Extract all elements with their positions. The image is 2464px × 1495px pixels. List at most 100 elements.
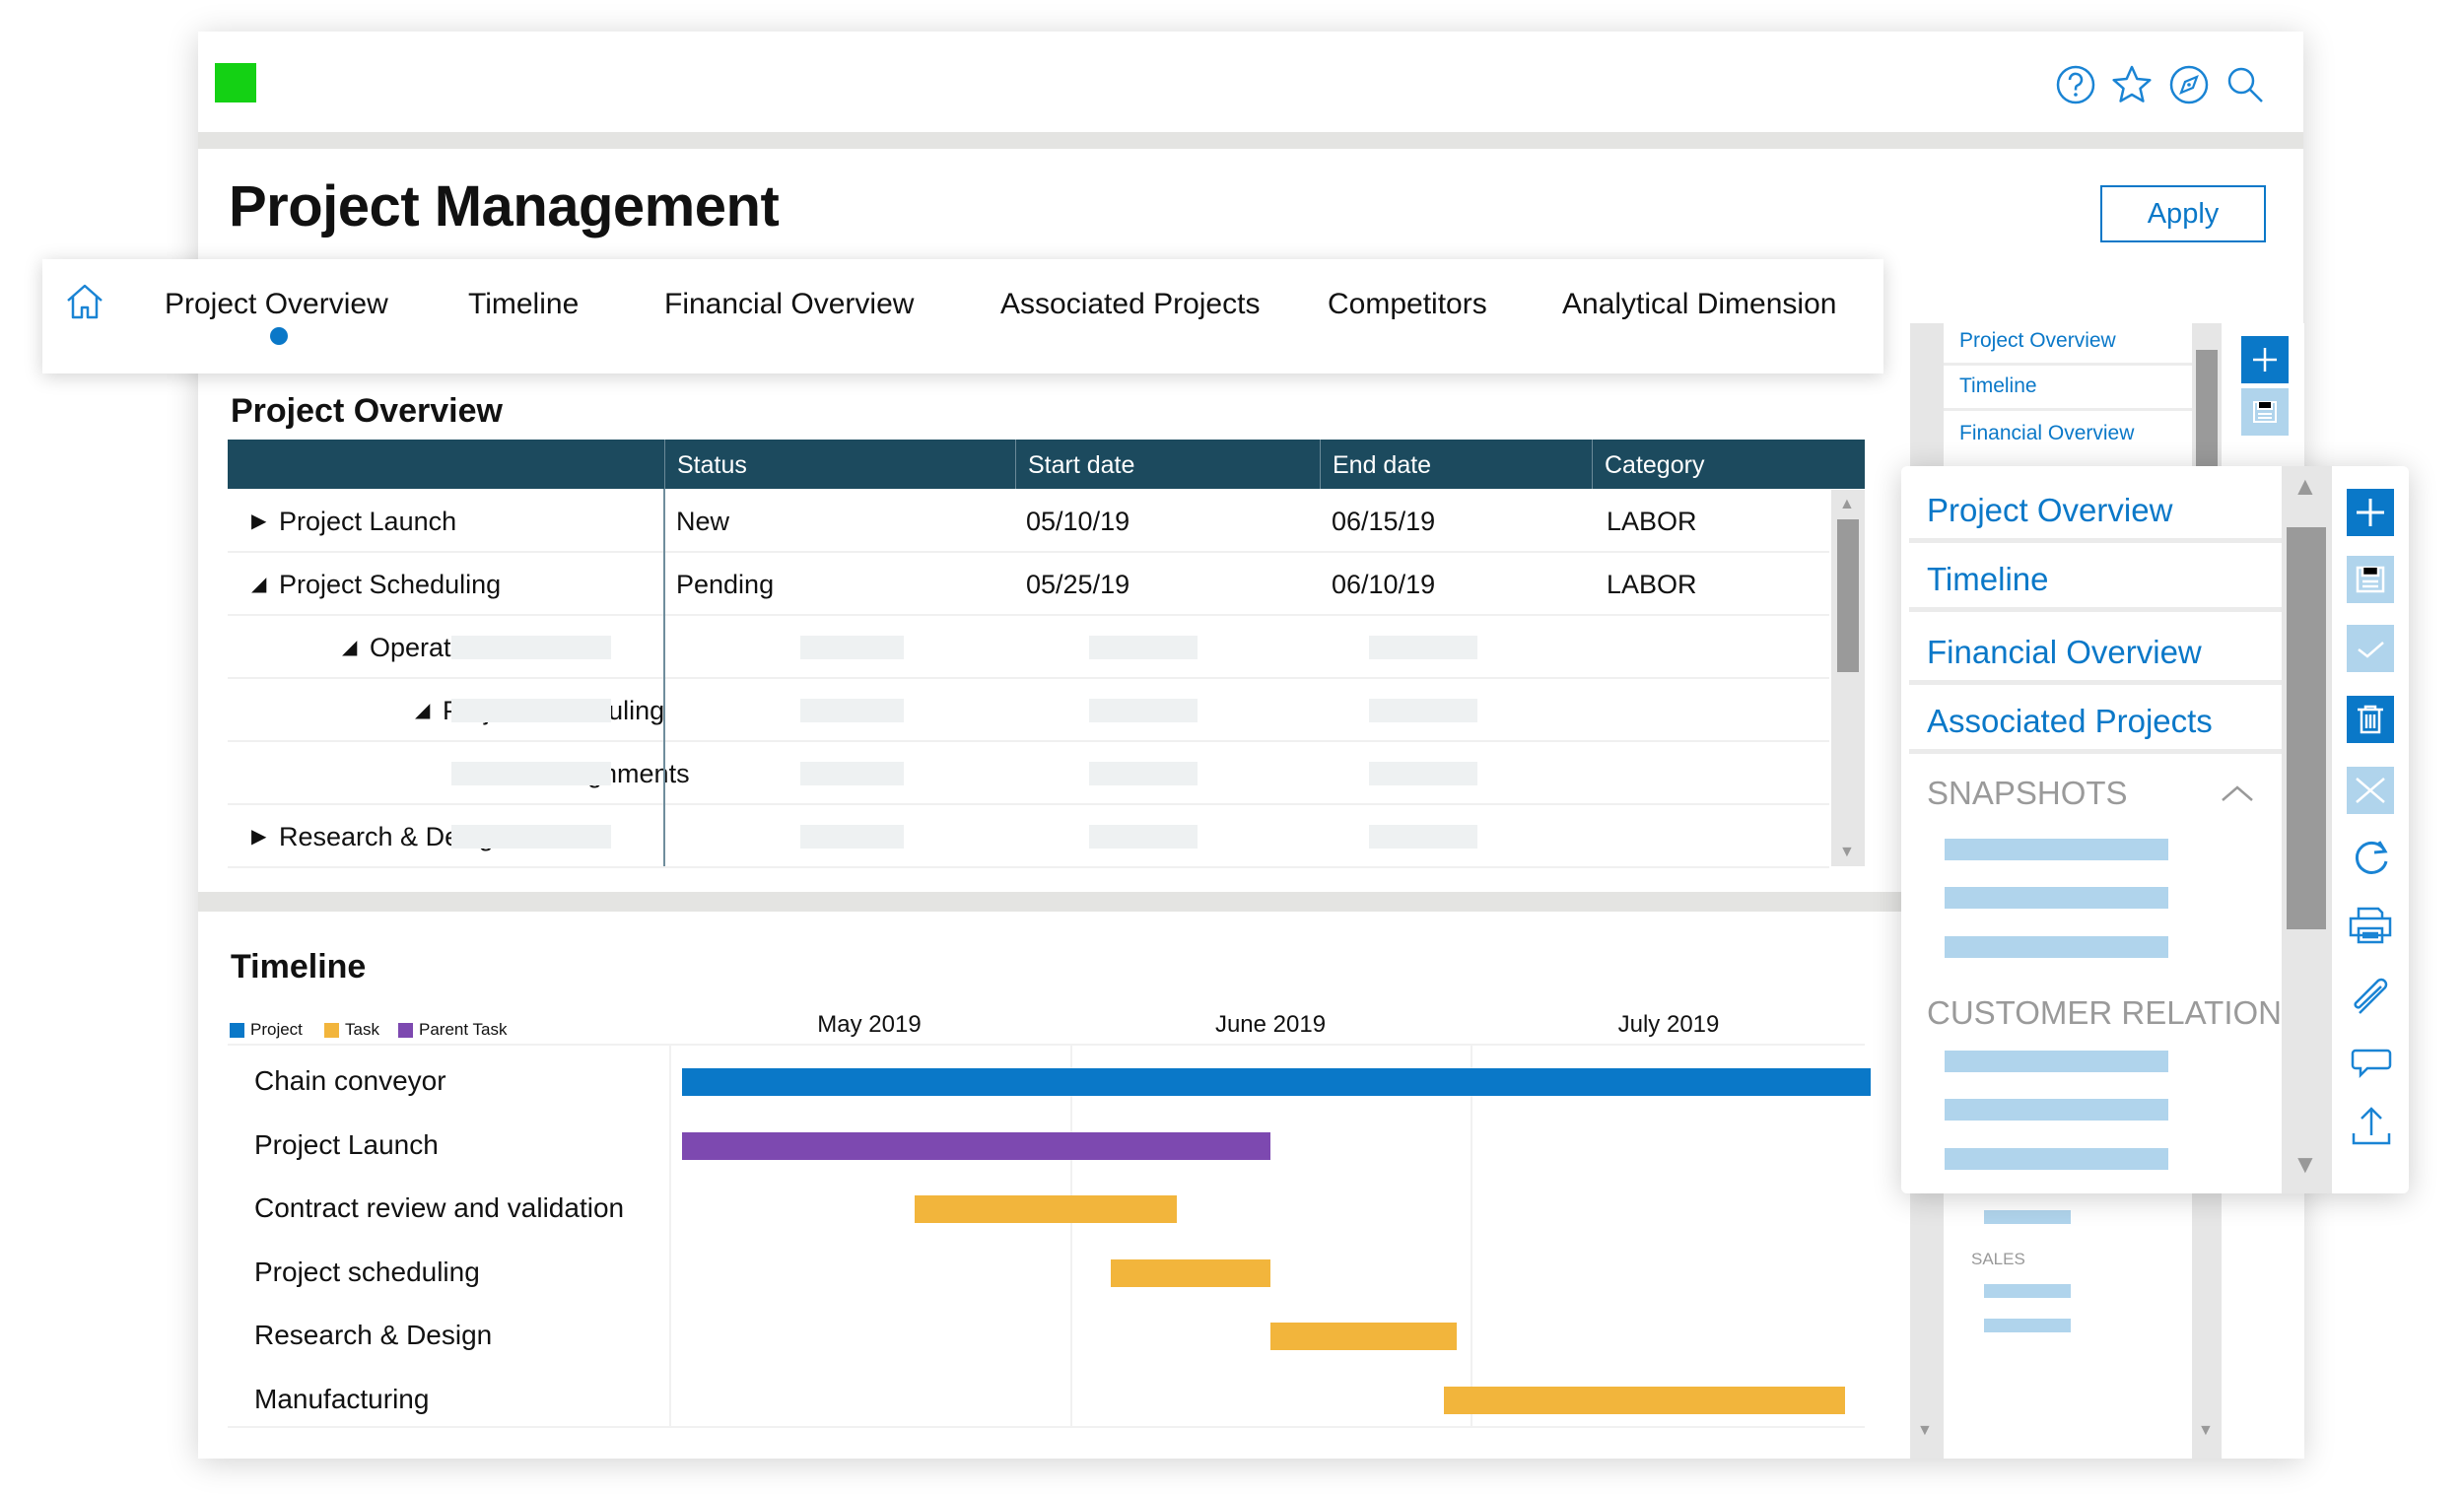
compass-icon[interactable] <box>2167 63 2211 106</box>
placeholder-cell <box>1089 762 1198 785</box>
nav-panel-scroll-thumb[interactable] <box>2196 350 2218 468</box>
table-row[interactable]: ◢Project Scheduling <box>228 679 1829 742</box>
nav-item-financial-overview[interactable]: Financial Overview <box>1959 422 2135 444</box>
divider <box>1909 680 2282 685</box>
page-title: Project Management <box>229 174 780 238</box>
side-item-financial-overview[interactable]: Financial Overview <box>1927 634 2202 670</box>
divider <box>1909 538 2282 543</box>
divider <box>1909 749 2282 754</box>
sales-heading: SALES <box>1971 1250 2025 1268</box>
header-divider <box>198 132 2303 149</box>
column-header-status[interactable]: Status <box>664 440 1015 489</box>
gantt-bar[interactable] <box>682 1131 1270 1160</box>
apply-button[interactable]: Apply <box>2100 185 2266 242</box>
home-icon[interactable] <box>63 280 106 323</box>
gantt-gridline <box>669 1044 671 1428</box>
divider <box>1944 363 2192 366</box>
collapse-triangle-icon[interactable]: ◢ <box>342 637 358 658</box>
gantt-bar[interactable] <box>682 1068 1871 1096</box>
table-row[interactable]: ◢ Project Scheduling Pending 05/25/19 06/10/… <box>228 553 1829 616</box>
tab-timeline[interactable]: Timeline <box>468 288 580 320</box>
side-item-timeline[interactable]: Timeline <box>1927 561 2049 597</box>
nav-item-timeline[interactable]: Timeline <box>1959 374 2037 397</box>
collapse-triangle-icon[interactable]: ◢ <box>415 700 431 721</box>
placeholder-cell <box>1369 636 1477 659</box>
gantt-top-border <box>228 1044 1865 1046</box>
gantt-row-label: Manufacturing <box>254 1383 430 1414</box>
placeholder-cell <box>451 762 611 785</box>
legend-swatch <box>230 1022 244 1038</box>
gantt-bar[interactable] <box>1110 1258 1270 1287</box>
side-item-associated-projects[interactable]: Associated Projects <box>1927 703 2213 739</box>
nav-item-project-overview[interactable]: Project Overview <box>1959 329 2116 352</box>
column-header-category[interactable]: Category <box>1592 440 1865 489</box>
gantt-row-label: Project Launch <box>254 1128 439 1160</box>
month-label-june: June 2019 <box>1214 1011 1327 1038</box>
month-label-may: May 2019 <box>817 1011 922 1038</box>
print-icon[interactable] <box>2347 905 2394 948</box>
chevron-up-icon[interactable] <box>2220 783 2255 803</box>
logo[interactable] <box>215 63 256 102</box>
save-icon[interactable] <box>2347 556 2394 603</box>
snapshots-heading: SNAPSHOTS <box>1927 775 2128 811</box>
scroll-up-arrow-icon[interactable]: ▲ <box>1839 496 1855 512</box>
tab-associated-projects[interactable]: Associated Projects <box>1000 288 1261 320</box>
column-header-start-date[interactable]: Start date <box>1015 440 1320 489</box>
gantt-row-label: Project scheduling <box>254 1256 480 1287</box>
close-icon[interactable] <box>2347 767 2394 814</box>
scroll-down-arrow-icon[interactable]: ▼ <box>1917 1422 1933 1439</box>
expand-triangle-icon[interactable]: ▶ <box>251 826 267 848</box>
gantt-row-label: Chain conveyor <box>254 1065 446 1096</box>
check-icon[interactable] <box>2347 625 2394 672</box>
active-tab-indicator <box>270 327 288 345</box>
section-divider <box>198 892 1903 912</box>
side-item-project-overview[interactable]: Project Overview <box>1927 492 2173 528</box>
legend-label: Project <box>250 1020 303 1039</box>
star-icon[interactable] <box>2110 63 2154 106</box>
placeholder-cell <box>1369 825 1477 849</box>
scroll-down-arrow-icon[interactable]: ▼ <box>2198 1422 2214 1439</box>
placeholder-bar <box>1984 1319 2071 1332</box>
expand-triangle-icon[interactable]: ▶ <box>251 510 267 532</box>
scroll-down-arrow-icon[interactable]: ▼ <box>1839 844 1855 860</box>
table-scroll-thumb[interactable] <box>1837 519 1859 672</box>
table-row[interactable]: ▶ Project Launch New 05/10/19 06/15/19 LABOR <box>228 490 1829 553</box>
legend-item-task: Task <box>324 1020 379 1040</box>
tab-financial-overview[interactable]: Financial Overview <box>664 288 915 320</box>
tab-project-overview[interactable]: Project Overview <box>165 288 388 320</box>
legend-label: Task <box>345 1020 379 1039</box>
legend-item-project: Project <box>230 1020 303 1040</box>
side-panel-scroll-thumb[interactable] <box>2287 527 2326 929</box>
upload-icon[interactable] <box>2350 1104 2393 1147</box>
gantt-bar[interactable] <box>914 1195 1178 1223</box>
column-header-end-date[interactable]: End date <box>1320 440 1592 489</box>
table-row[interactable]: ◢ Operations <box>228 616 1829 679</box>
delete-icon[interactable] <box>2347 696 2394 743</box>
help-icon[interactable] <box>2054 63 2097 106</box>
month-label-july: July 2019 <box>1617 1011 1720 1038</box>
comment-icon[interactable] <box>2350 1043 2393 1086</box>
table-row[interactable]: ▶ Research & Design <box>228 805 1829 868</box>
gantt-bottom-border <box>228 1426 1865 1428</box>
scroll-down-arrow-icon[interactable]: ▼ <box>2293 1149 2318 1179</box>
save-icon[interactable] <box>2241 388 2289 436</box>
divider <box>1909 607 2282 612</box>
placeholder-cell <box>451 825 611 849</box>
gantt-bar[interactable] <box>1443 1386 1845 1414</box>
gantt-row-label: Contract review and validation <box>254 1192 625 1223</box>
refresh-icon[interactable] <box>2350 836 2393 879</box>
attach-icon[interactable] <box>2350 976 2393 1019</box>
gantt-bar[interactable] <box>1270 1323 1458 1350</box>
collapse-triangle-icon[interactable]: ◢ <box>251 574 267 595</box>
add-icon[interactable] <box>2241 336 2289 383</box>
add-icon[interactable] <box>2347 489 2394 536</box>
tab-competitors[interactable]: Competitors <box>1328 288 1487 320</box>
search-icon[interactable] <box>2224 63 2267 106</box>
gantt-row-label: Research & Design <box>254 1320 493 1350</box>
table-row[interactable]: ▶Assignments <box>228 742 1829 805</box>
tab-analytical-dimension[interactable]: Analytical Dimension <box>1562 288 1837 320</box>
scroll-up-arrow-icon[interactable]: ▲ <box>2293 471 2318 501</box>
cell-start: 05/25/19 <box>1026 570 1130 599</box>
cell-category: LABOR <box>1607 570 1697 599</box>
gantt-gridline <box>1070 1044 1072 1428</box>
